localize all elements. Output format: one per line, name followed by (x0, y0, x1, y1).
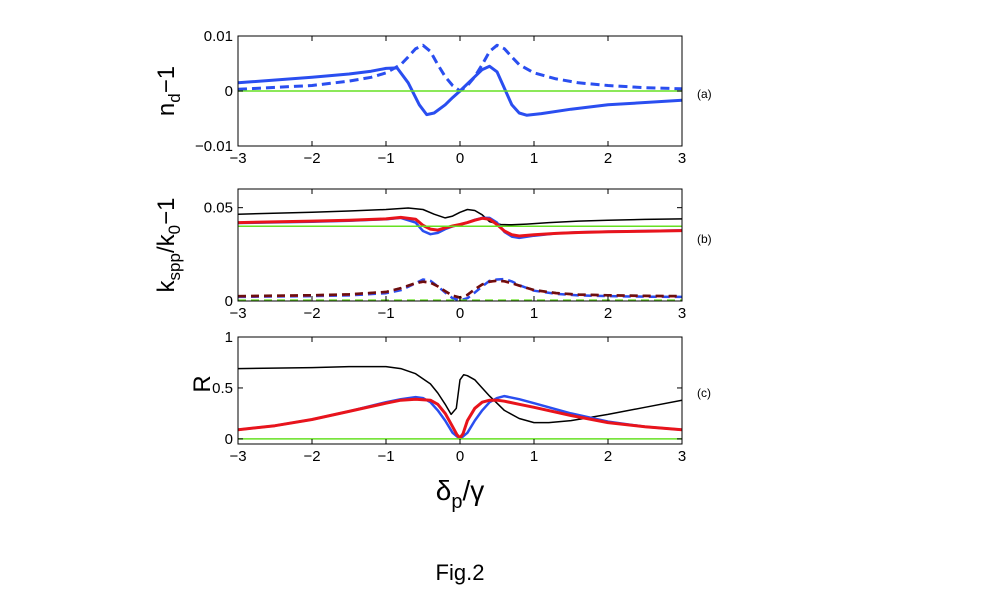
panel-b-xtick-label: −2 (303, 305, 320, 322)
panel-b-ytick-label: 0 (225, 293, 233, 310)
panel-b-label: (b) (697, 232, 712, 246)
x-axis-label: δp/γ (436, 475, 485, 513)
panel-b-series-black-solid (238, 207, 682, 226)
panel-c-plot-area: −3 −2 −1 0 1 2 3 0 0.5 1 (212, 329, 686, 465)
panel-b-xtick-label: 2 (604, 305, 612, 322)
panel-c-label: (c) (697, 386, 711, 400)
panel-c-xtick-label: 0 (456, 448, 464, 465)
panel-a-series-blue-dashed (238, 43, 682, 93)
panel-b-ytick-label: 0.05 (204, 200, 233, 217)
panel-c-xtick-label: −1 (377, 448, 394, 465)
panel-b-xtick-label: 3 (678, 305, 686, 322)
panel-c-frame (237, 336, 683, 445)
panel-c-ytick-label: 0.5 (212, 380, 233, 397)
panel-c-xtick-label: 3 (678, 448, 686, 465)
panel-b-ylabel: kspp/k0−1 (153, 198, 184, 293)
panel-a-xtick-label: 0 (456, 150, 464, 167)
panel-b: −3 −2 −1 0 1 2 3 0 0.05 kspp/k0−1 (b) (153, 188, 712, 322)
panel-a-xtick-label: −1 (377, 150, 394, 167)
panel-c-xtick-label: −3 (229, 448, 246, 465)
panel-a-xtick-label: −2 (303, 150, 320, 167)
panel-c-ylabel: R (189, 375, 216, 392)
panel-b-frame (237, 188, 683, 302)
panel-c-ytick-label: 0 (225, 431, 233, 448)
panel-b-plot-area: −3 −2 −1 0 1 2 3 0 0.05 (204, 189, 686, 322)
panel-a-xtick-label: 1 (530, 150, 538, 167)
panel-a: −3 −2 −1 0 1 2 3 −0.01 0 0.01 nd−1 (a) (153, 28, 712, 167)
panel-a-ylabel: nd−1 (153, 66, 184, 116)
panel-b-xtick-label: 0 (456, 305, 464, 322)
panel-a-xtick-label: 3 (678, 150, 686, 167)
panel-b-xtick-label: −1 (377, 305, 394, 322)
panel-a-plot-area: −3 −2 −1 0 1 2 3 −0.01 0 0.01 (195, 28, 686, 167)
panel-b-xtick-label: 1 (530, 305, 538, 322)
panel-c-xtick-label: −2 (303, 448, 320, 465)
panel-c-series-red-solid (238, 397, 682, 440)
panel-c-series-blue-solid (238, 394, 682, 441)
panel-c-xtick-label: 2 (604, 448, 612, 465)
panel-a-xtick-label: 2 (604, 150, 612, 167)
panel-b-series-red-solid (238, 215, 682, 238)
panel-b-series-darkred-dashed (238, 279, 682, 299)
panel-c-ytick-label: 1 (225, 329, 233, 346)
panel-a-ytick-label: −0.01 (195, 138, 233, 155)
panel-a-xtick-label: −3 (229, 150, 246, 167)
panel-c-xtick-label: 1 (530, 448, 538, 465)
panel-a-ytick-label: 0.01 (204, 28, 233, 45)
panel-b-xtick-label: −3 (229, 305, 246, 322)
panel-a-frame (237, 35, 683, 147)
panel-a-ytick-label: 0 (225, 83, 233, 100)
figure-caption: Fig.2 (436, 560, 485, 585)
panel-c-series-black-solid (238, 365, 682, 424)
panel-a-label: (a) (697, 87, 712, 101)
panel-c: −3 −2 −1 0 1 2 3 0 0.5 1 R (c) δp/γ (189, 329, 711, 513)
